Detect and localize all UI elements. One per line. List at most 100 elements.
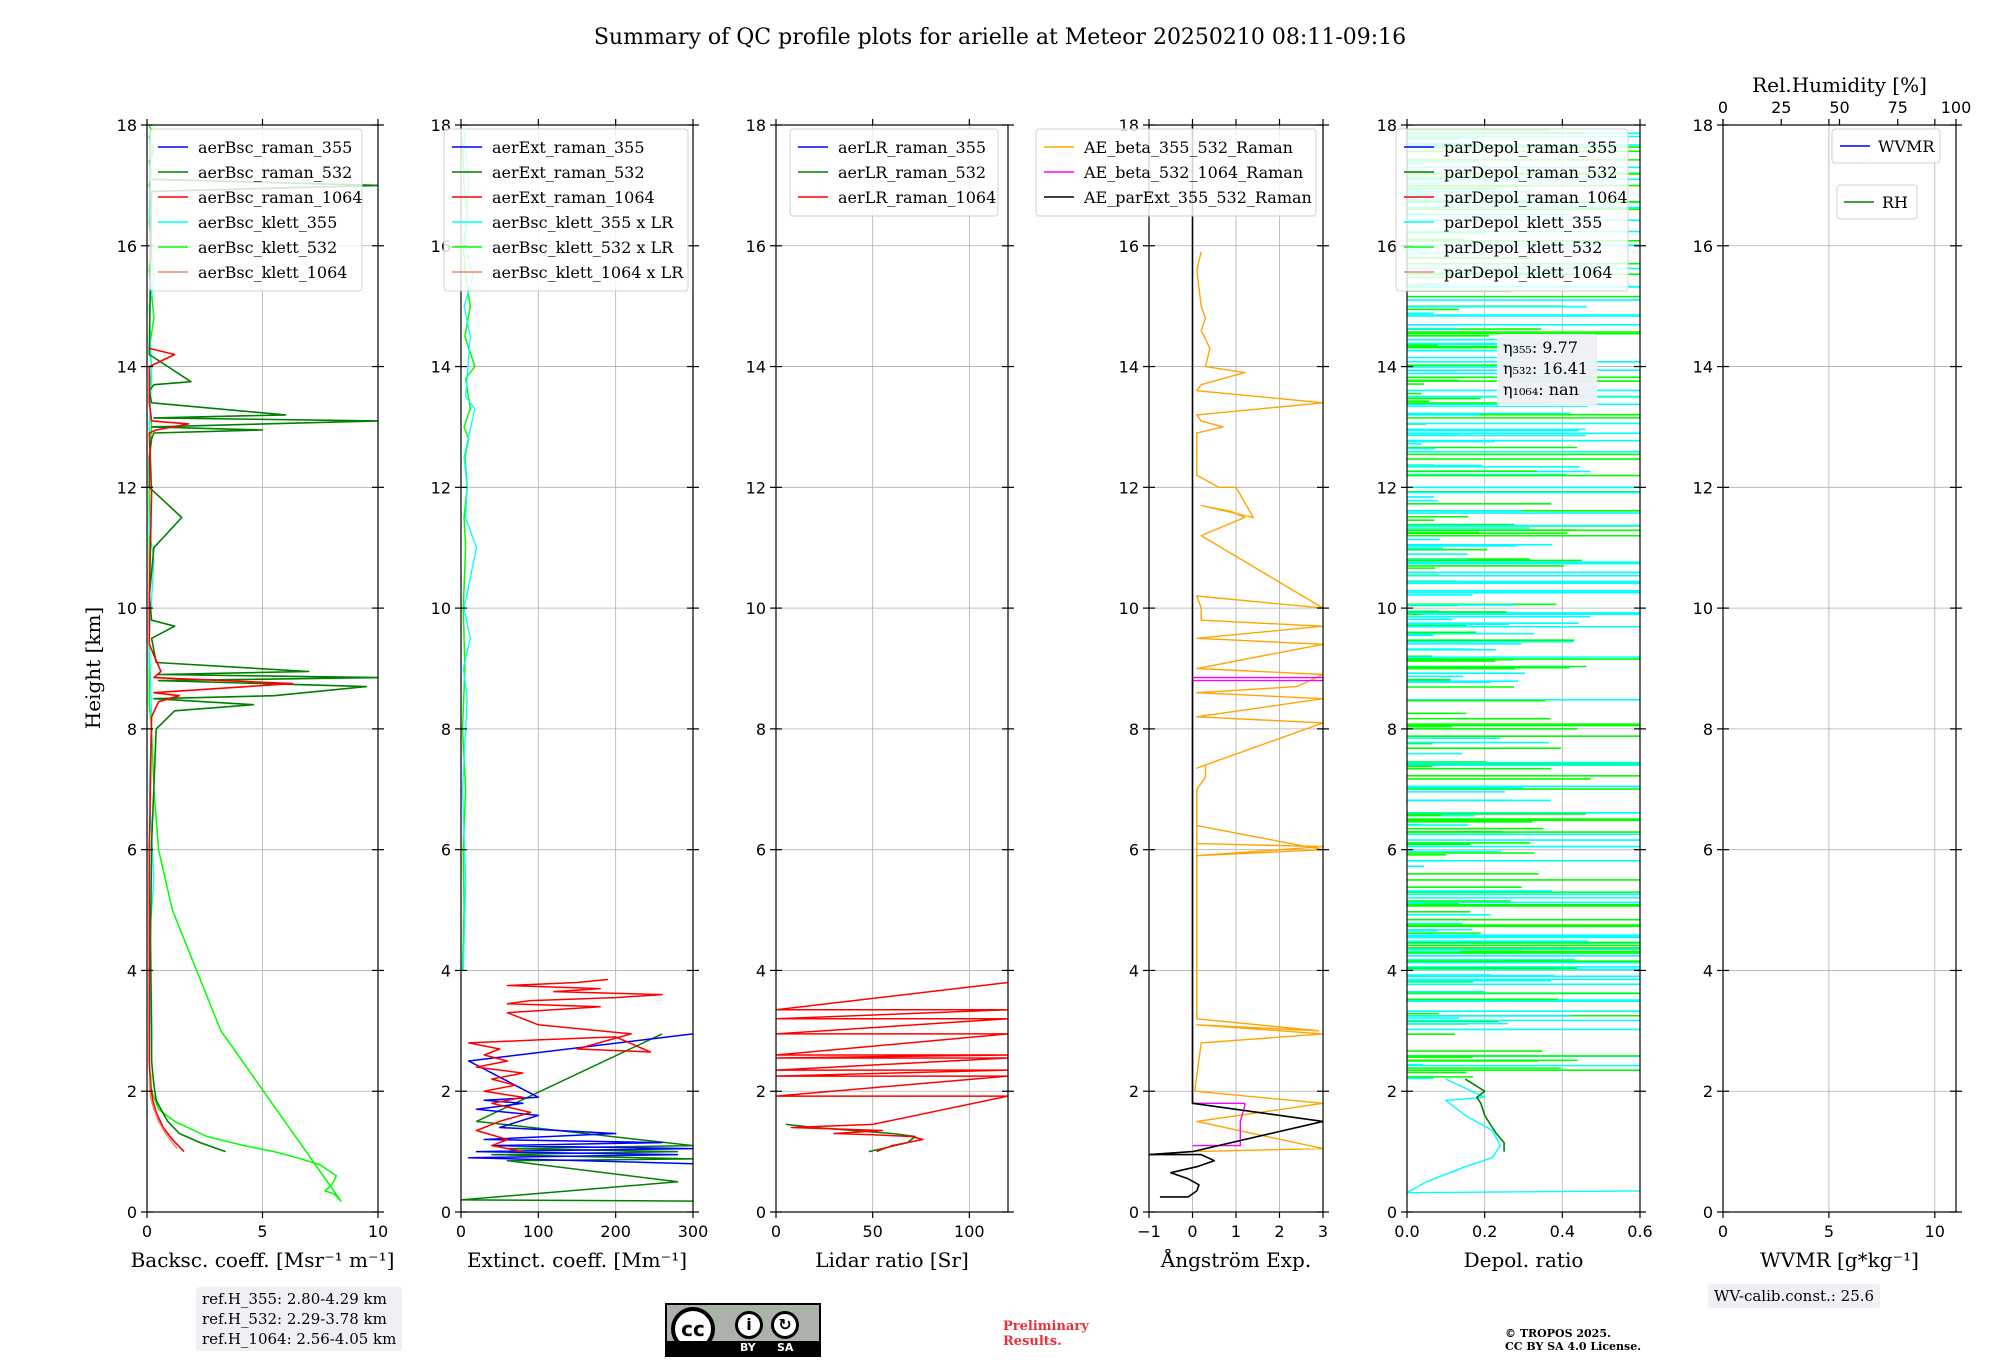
x-tick-label: 300 (678, 1222, 709, 1241)
legend-label: AE_beta_532_1064_Raman (1083, 163, 1303, 182)
series-AE_beta_532_1064_Raman (1191, 676, 1323, 1147)
x-tick-label: 0.0 (1394, 1222, 1419, 1241)
legend-label: aerBsc_raman_1064 (198, 188, 363, 207)
x-tick-label: 10 (1925, 1222, 1945, 1241)
x-tick-label: 2 (1274, 1222, 1284, 1241)
x-tick-label: 1 (1231, 1222, 1241, 1241)
y-tick-label: 8 (1129, 720, 1139, 739)
legend-label: parDepol_klett_355 (1444, 213, 1602, 232)
y-tick-label: 16 (117, 237, 137, 256)
series-aerExt_raman_1064 (467, 978, 663, 1153)
legend-label: RH (1882, 193, 1908, 212)
copyright-line-2: CC BY SA 4.0 License. (1505, 1340, 1642, 1353)
y-tick-label: 6 (1129, 841, 1139, 860)
panel-lidar_ratio: 0 2 4 6 8 10 12 14 16 18 0 50 100 Lidar ratio [Sr] aer… (746, 116, 1014, 1272)
x-tick-label: 0 (771, 1222, 781, 1241)
legend-label: parDepol_raman_1064 (1444, 188, 1628, 207)
series-aerLR_raman_1064 (776, 981, 1008, 1153)
y-tick-label: 18 (1377, 116, 1397, 135)
x-tick-label: 5 (1824, 1222, 1834, 1241)
panel-wvmr: 0 2 4 6 8 10 12 14 16 18 0 5 10 WVMR [g*kg⁻¹] 0 25 50 75 1… (1693, 73, 1972, 1272)
y-tick-label: 8 (1387, 720, 1397, 739)
legend-label: WVMR (1878, 137, 1935, 156)
legend-label: aerBsc_klett_532 (198, 238, 337, 257)
preliminary-line-1: Preliminary (1003, 1319, 1089, 1334)
x-axis-label-wvmr: WVMR [g*kg⁻¹] (1760, 1248, 1919, 1272)
y-tick-label: 16 (1693, 237, 1713, 256)
y-tick-label: 4 (1703, 961, 1713, 980)
y-tick-label: 4 (441, 961, 451, 980)
legend-box (1836, 184, 1918, 220)
legend-label: aerBsc_klett_532 x LR (492, 238, 674, 257)
series-aerExt_raman_355 (467, 1033, 693, 1165)
top-x-tick-label: 100 (1941, 98, 1972, 117)
ref-height-1064: ref.H_1064: 2.56-4.05 km (202, 1330, 397, 1348)
y-tick-label: 8 (127, 720, 137, 739)
legend-box (1395, 128, 1629, 292)
y-tick-label: 0 (127, 1203, 137, 1222)
y-tick-label: 12 (1693, 478, 1713, 497)
legend-label: parDepol_raman_532 (1444, 163, 1617, 182)
y-tick-label: 18 (117, 116, 137, 135)
figure-title: Summary of QC profile plots for arielle … (594, 25, 1406, 50)
depol-spike-pattern (1407, 129, 1640, 1080)
y-tick-label: 2 (1703, 1082, 1713, 1101)
legend-label: aerBsc_klett_1064 (198, 263, 347, 282)
legend-wvmr: WVMR (1831, 128, 1941, 164)
x-tick-label: 0.6 (1627, 1222, 1652, 1241)
y-tick-label: 12 (1377, 478, 1397, 497)
eta-value-1: η₅₃₂: 16.41 (1503, 359, 1588, 378)
y-tick-label: 2 (756, 1082, 766, 1101)
x-tick-label: 5 (257, 1222, 267, 1241)
series-group-angstrom (1149, 125, 1323, 1198)
legend-label: aerBsc_raman_355 (198, 138, 352, 157)
share-alike-icon: ↻ (771, 1311, 799, 1339)
y-tick-label: 0 (1703, 1203, 1713, 1222)
x-axis-label-angstrom: Ångström Exp. (1160, 1247, 1311, 1272)
y-tick-label: 4 (1129, 961, 1139, 980)
plot-frame (775, 124, 1009, 1213)
legend-label: parDepol_klett_532 (1444, 238, 1602, 257)
x-tick-label: 0.2 (1472, 1222, 1497, 1241)
reference-heights-box: ref.H_355: 2.80-4.29 km ref.H_532: 2.29-… (196, 1287, 403, 1351)
eta-value-2: η₁₀₆₄: nan (1503, 380, 1579, 399)
series-AE_beta_355_532_Raman (1192, 251, 1323, 1153)
y-tick-label: 8 (441, 720, 451, 739)
top-x-tick-label: 25 (1771, 98, 1791, 117)
legend-label: aerBsc_klett_355 x LR (492, 213, 674, 232)
eta-value-0: η₃₅₅: 9.77 (1503, 338, 1578, 357)
y-tick-label: 16 (1119, 237, 1139, 256)
y-tick-label: 16 (1377, 237, 1397, 256)
plot-frame (460, 124, 694, 1213)
y-tick-label: 14 (1377, 358, 1397, 377)
legend-label: aerLR_raman_1064 (838, 188, 996, 207)
cc-license-badge[interactable]: cc i ↻ BY SA (665, 1303, 821, 1357)
x-tick-label: 10 (368, 1222, 388, 1241)
x-axis-label-backscatter: Backsc. coeff. [Msr⁻¹ m⁻¹] (131, 1248, 395, 1272)
series-parDepol_klett_355 (1407, 1078, 1640, 1194)
legend-label: aerBsc_klett_1064 x LR (492, 263, 684, 282)
y-tick-label: 2 (1129, 1082, 1139, 1101)
x-tick-label: 0 (456, 1222, 466, 1241)
plot-frame (1406, 124, 1641, 1213)
wv-calibration-box: WV-calib.const.: 25.6 (1708, 1284, 1881, 1308)
legend-label: parDepol_klett_1064 (1444, 263, 1613, 282)
series-group-extinction (461, 130, 693, 1202)
y-tick-label: 6 (1703, 841, 1713, 860)
y-tick-label: 10 (117, 599, 137, 618)
y-tick-label: 14 (117, 358, 137, 377)
panel-backscatter: 0 2 4 6 8 10 12 14 16 18 0 5 10 Backsc. coeff. [Msr⁻¹… (117, 116, 395, 1272)
legend-label: aerBsc_klett_355 (198, 213, 337, 232)
legend-box (1831, 128, 1941, 164)
top-x-tick-label: 50 (1829, 98, 1849, 117)
y-tick-label: 10 (746, 599, 766, 618)
legend-label: aerExt_raman_532 (492, 163, 645, 182)
y-tick-label: 6 (1387, 841, 1397, 860)
legend-label: aerLR_raman_532 (838, 163, 986, 182)
y-tick-label: 16 (746, 237, 766, 256)
ref-height-355: ref.H_355: 2.80-4.29 km (202, 1290, 387, 1308)
legend-box (149, 128, 363, 292)
top-x-tick-label: 0 (1718, 98, 1728, 117)
top-x-axis-label: Rel.Humidity [%] (1752, 73, 1927, 97)
